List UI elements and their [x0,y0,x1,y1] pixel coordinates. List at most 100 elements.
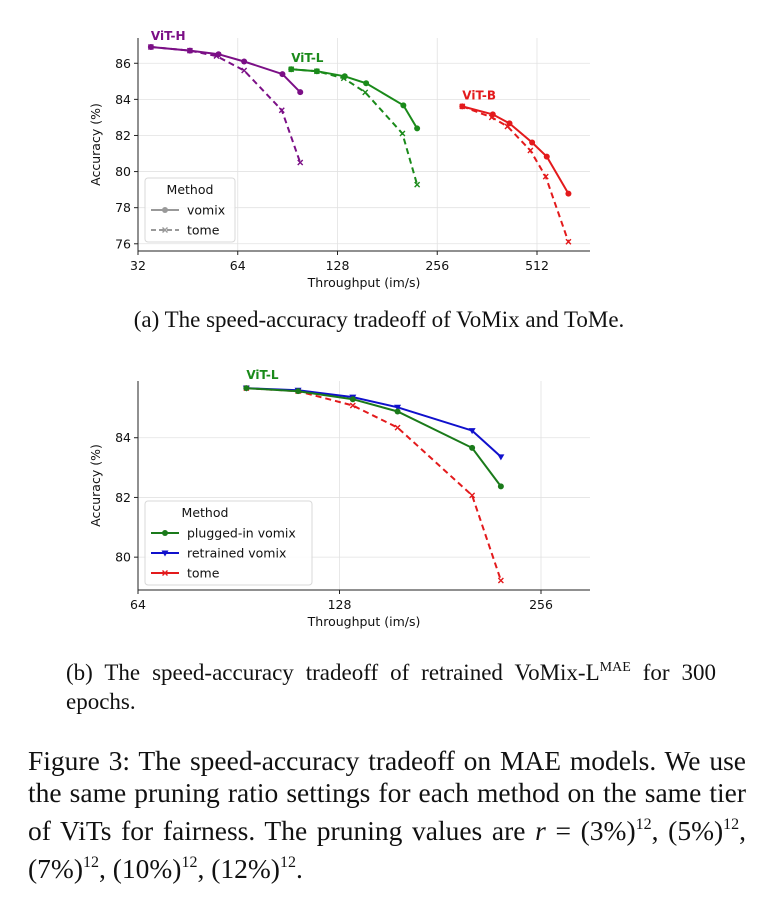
math-variable-r: r [535,815,546,846]
legend-marker [162,530,168,536]
subfigure-caption-b: (b) The speed-accuracy tradeoff of retra… [66,653,716,716]
data-point [362,89,369,96]
pruning-exponent: 12 [181,854,198,871]
pruning-exponent: 12 [279,854,296,871]
data-point [394,404,402,411]
data-point [147,44,154,51]
data-point [506,120,513,127]
series-vomix [459,103,572,197]
data-point [313,68,320,75]
figure-caption-text: Figure 3: The speed-accuracy tradeoff on… [28,745,746,846]
data-point [394,408,401,415]
x-tick-label: 32 [130,258,146,273]
y-tick-label: 86 [115,56,131,71]
legend-label: plugged-in vomix [187,526,296,541]
series-line [291,68,418,129]
x-tick-label: 64 [130,597,146,612]
series-line [462,105,570,195]
series-line [461,105,570,243]
data-point [468,428,476,435]
data-point [288,66,295,73]
legend-marker [162,207,168,213]
x-tick-label: 512 [525,258,549,273]
pruning-values-list: (3%)12, (5%)12, (7%)12, (10%)12, (12%)12 [28,815,747,884]
data-point [243,385,250,392]
series-tome [288,66,421,188]
series-line [246,387,502,487]
data-point [497,483,504,490]
legend-label: retrained vomix [187,546,286,561]
y-axis-label: Accuracy (%) [88,103,103,186]
data-point [394,424,401,431]
data-point [543,153,550,160]
x-axis-label: Throughput (im/s) [307,275,421,290]
x-tick-label: 128 [326,258,350,273]
data-point [414,125,421,132]
x-tick-label: 128 [328,597,352,612]
data-point [489,111,496,118]
x-tick-label: 64 [230,258,246,273]
y-tick-label: 80 [115,550,131,565]
data-point [241,58,248,65]
data-point [565,190,572,197]
series-vomix [147,44,304,96]
subfigure-caption-a: (a) The speed-accuracy tradeoff of VoMix… [133,307,625,332]
series-tome [459,103,572,245]
y-tick-label: 82 [115,128,131,143]
data-point [278,107,285,114]
group-label-ViT-H: ViT-H [151,29,186,43]
group-label-vit-l: ViT-L [246,368,279,382]
data-point [399,130,406,137]
data-point [414,181,421,188]
caption-b-text: (b) The speed-accuracy tradeoff of retra… [66,660,600,685]
data-point [529,139,536,146]
legend-title: Method [182,505,229,520]
data-point [215,51,222,58]
legend-box [144,500,313,586]
legend-title: Method [167,182,214,197]
series-tome [147,44,304,166]
data-point [565,238,572,245]
legend: Method vomix tome [144,177,236,243]
group-label-ViT-B: ViT-B [462,88,496,102]
series-vomix [288,66,421,132]
pruning-exponent: 12 [723,816,740,833]
data-point [186,47,193,54]
data-point [497,454,505,461]
data-point [469,444,476,451]
x-axis-label: Throughput (im/s) [307,614,421,629]
y-tick-label: 80 [115,164,131,179]
data-point [297,89,304,96]
data-point [349,402,356,409]
y-tick-label: 78 [115,200,131,215]
legend-label: tome [187,223,220,238]
series-line [291,68,419,185]
legend-label: tome [187,566,220,581]
chart-b-retrained-vomix: 64 128 256 80 82 84 Throughput (im/s) Accuracy … [88,368,590,629]
caption-b-tail: for 300 epochs. [66,660,716,714]
series-line [246,387,502,458]
y-tick-label: 84 [115,92,131,107]
chart-a-speed-accuracy: 32 64 128 256 512 76 78 80 82 84 86 Throughput (im/… [88,29,590,290]
data-point [341,73,348,80]
pruning-value: (5%) [668,815,724,846]
data-point [363,80,370,87]
pruning-exponent: 12 [82,854,99,871]
legend-label: vomix [187,203,225,218]
series-line [150,46,301,93]
x-tick-label: 256 [425,258,449,273]
series-retrained-vomix [242,385,505,461]
legend: Method plugged-in vomix retrained vomix tom… [144,500,313,586]
data-point [279,71,286,78]
data-point [469,492,476,499]
legend-marker [161,550,169,557]
series-line [150,46,302,163]
data-point [497,577,504,584]
legend-marker [162,570,168,576]
pruning-value: (3%) [580,815,636,846]
data-point [459,103,466,110]
pruning-value: (12%) [211,853,280,884]
data-point [542,173,549,180]
data-point [297,159,304,166]
legend-box [144,177,236,243]
